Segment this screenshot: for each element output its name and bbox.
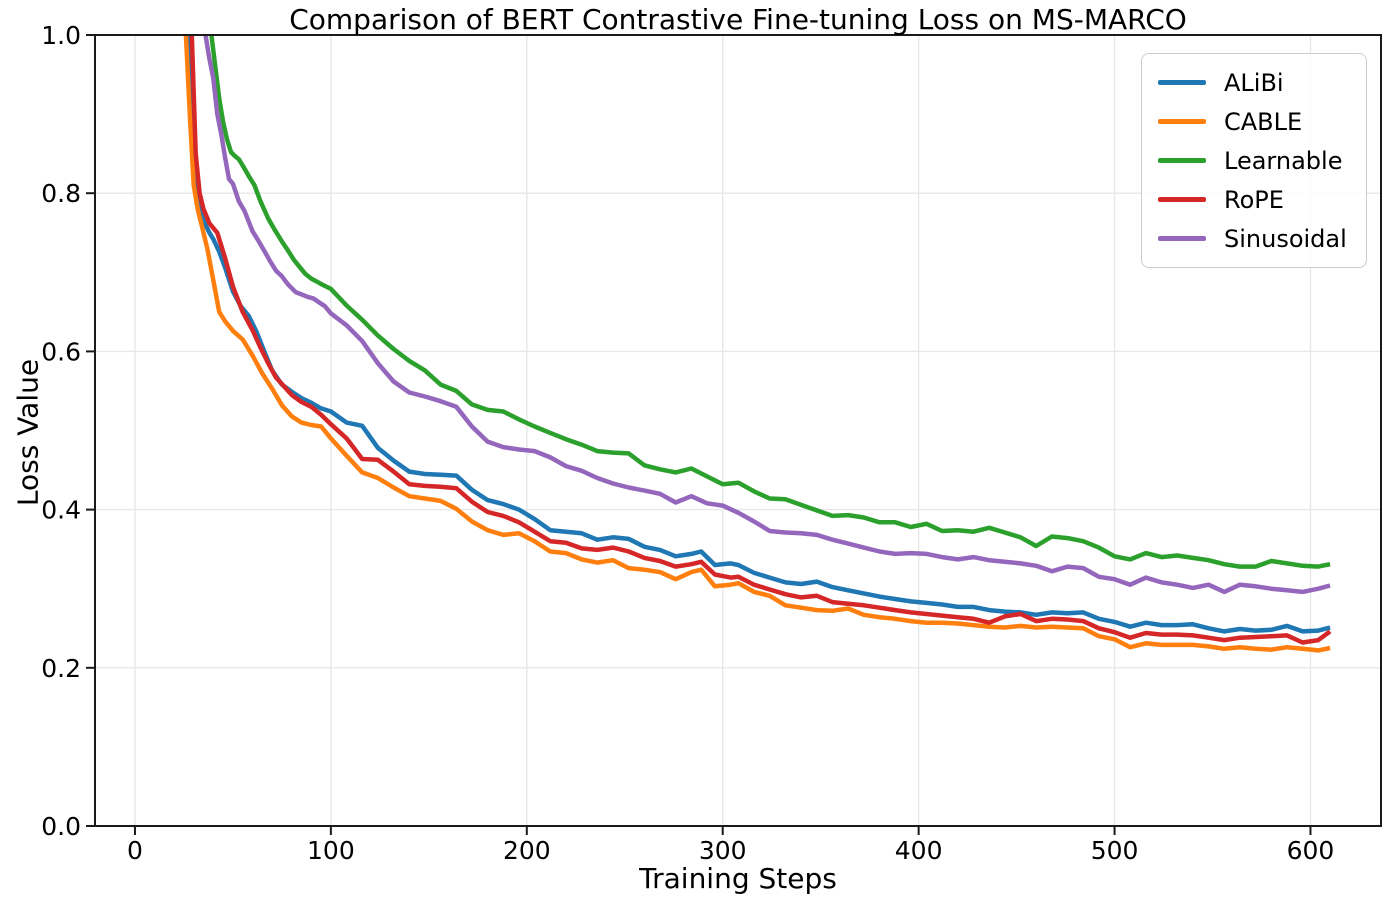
legend-line-swatch xyxy=(1158,119,1206,124)
legend: ALiBi CABLE Learnable RoPE Sinusoidal xyxy=(1141,53,1367,268)
legend-line-swatch xyxy=(1158,80,1206,85)
ticks xyxy=(86,34,1312,835)
series-line-Learnable xyxy=(209,35,1331,569)
y-tick-label: 0.4 xyxy=(41,496,81,525)
legend-label: Learnable xyxy=(1224,146,1343,175)
legend-item-CABLE: CABLE xyxy=(1158,102,1352,141)
chart-title: Comparison of BERT Contrastive Fine-tuni… xyxy=(289,3,1187,36)
legend-line-swatch xyxy=(1158,197,1206,202)
legend-item-Sinusoidal: Sinusoidal xyxy=(1158,219,1352,258)
y-axis-label: Loss Value xyxy=(11,358,45,507)
y-tick-label: 0.8 xyxy=(41,179,81,208)
legend-label: ALiBi xyxy=(1224,68,1284,97)
series-line-RoPE xyxy=(189,35,1332,645)
x-tick-label: 500 xyxy=(1091,836,1139,865)
legend-line-swatch xyxy=(1158,236,1206,241)
y-tick-label: 0.6 xyxy=(41,337,81,366)
series-line-Sinusoidal xyxy=(203,35,1331,595)
x-tick-label: 200 xyxy=(503,836,551,865)
x-tick-label: 400 xyxy=(895,836,943,865)
legend-item-Learnable: Learnable xyxy=(1158,141,1352,180)
x-tick-label: 0 xyxy=(127,836,143,865)
x-tick-label: 100 xyxy=(307,836,355,865)
series-line-CABLE xyxy=(183,35,1331,653)
legend-label: RoPE xyxy=(1224,185,1284,214)
axes-spines xyxy=(94,34,1382,827)
legend-item-ALiBi: ALiBi xyxy=(1158,63,1352,102)
legend-item-RoPE: RoPE xyxy=(1158,180,1352,219)
legend-label: CABLE xyxy=(1224,107,1303,136)
series-lines xyxy=(183,35,1332,653)
x-tick-label: 600 xyxy=(1287,836,1335,865)
x-axis-label: Training Steps xyxy=(639,862,837,895)
tick-labels: 0 100 200 300 400 500 600 0.0 0.2 0.4 0.6 0.8 1.0 xyxy=(41,21,1334,865)
y-tick-label: 0.2 xyxy=(41,654,81,683)
legend-label: Sinusoidal xyxy=(1224,224,1347,253)
y-tick-label: 0.0 xyxy=(41,812,81,841)
legend-line-swatch xyxy=(1158,158,1206,163)
x-tick-label: 300 xyxy=(699,836,747,865)
y-tick-label: 1.0 xyxy=(41,21,81,50)
